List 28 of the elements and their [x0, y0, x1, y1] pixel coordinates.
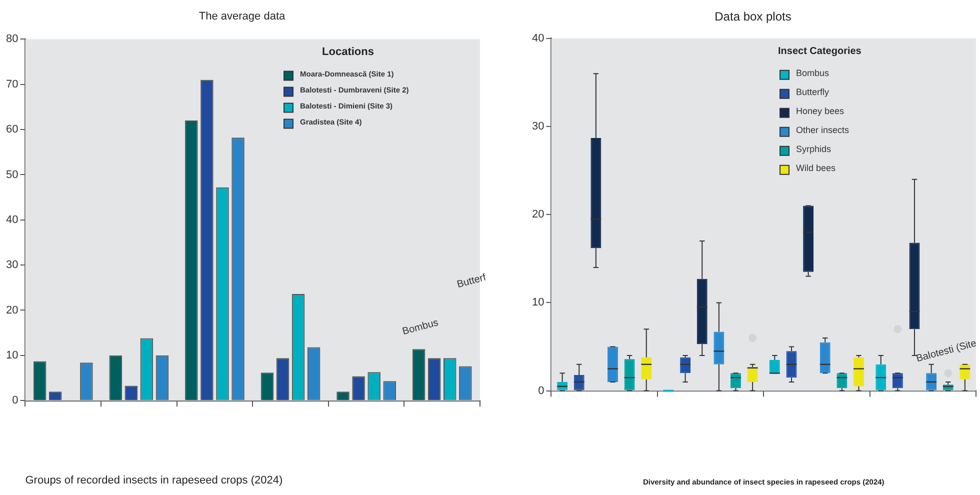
y-tick-label: 30 [6, 259, 18, 272]
legend-label: Bombus [796, 68, 830, 78]
chart-title: Data box plots [714, 10, 792, 24]
legend-label: Syrphids [796, 144, 832, 154]
y-tick-label: 40 [532, 32, 544, 44]
y-tick-label: 0 [12, 394, 18, 407]
y-tick-label: 10 [532, 296, 544, 309]
legend-label: Honey bees [796, 106, 845, 116]
y-tick-label: 80 [6, 33, 18, 46]
legend-title: Locations [322, 46, 374, 58]
chart-title: The average data [198, 10, 286, 23]
annotation: Butterf [456, 272, 488, 291]
legend-title: Insect Categories [778, 46, 862, 58]
annotation: Bombus [401, 317, 440, 338]
legend-label: Butterfly [796, 86, 830, 97]
y-tick-label: 70 [6, 78, 18, 90]
annotation: Balotesti (Site [915, 338, 978, 365]
x-axis-title: Groups of recorded insects in rapeseed crops (2024) [25, 474, 283, 486]
y-tick-label: 20 [6, 304, 18, 316]
y-tick-label: 10 [6, 349, 18, 362]
y-tick-label: 50 [6, 168, 18, 181]
y-tick-label: 60 [6, 124, 18, 136]
legend-label: Wild bees [796, 162, 836, 173]
legend-label: Other insects [796, 124, 850, 135]
y-tick-label: 40 [6, 214, 18, 226]
y-tick-label: 20 [532, 208, 544, 221]
y-tick-label: 30 [532, 120, 544, 133]
y-tick-label: 0 [538, 384, 544, 397]
